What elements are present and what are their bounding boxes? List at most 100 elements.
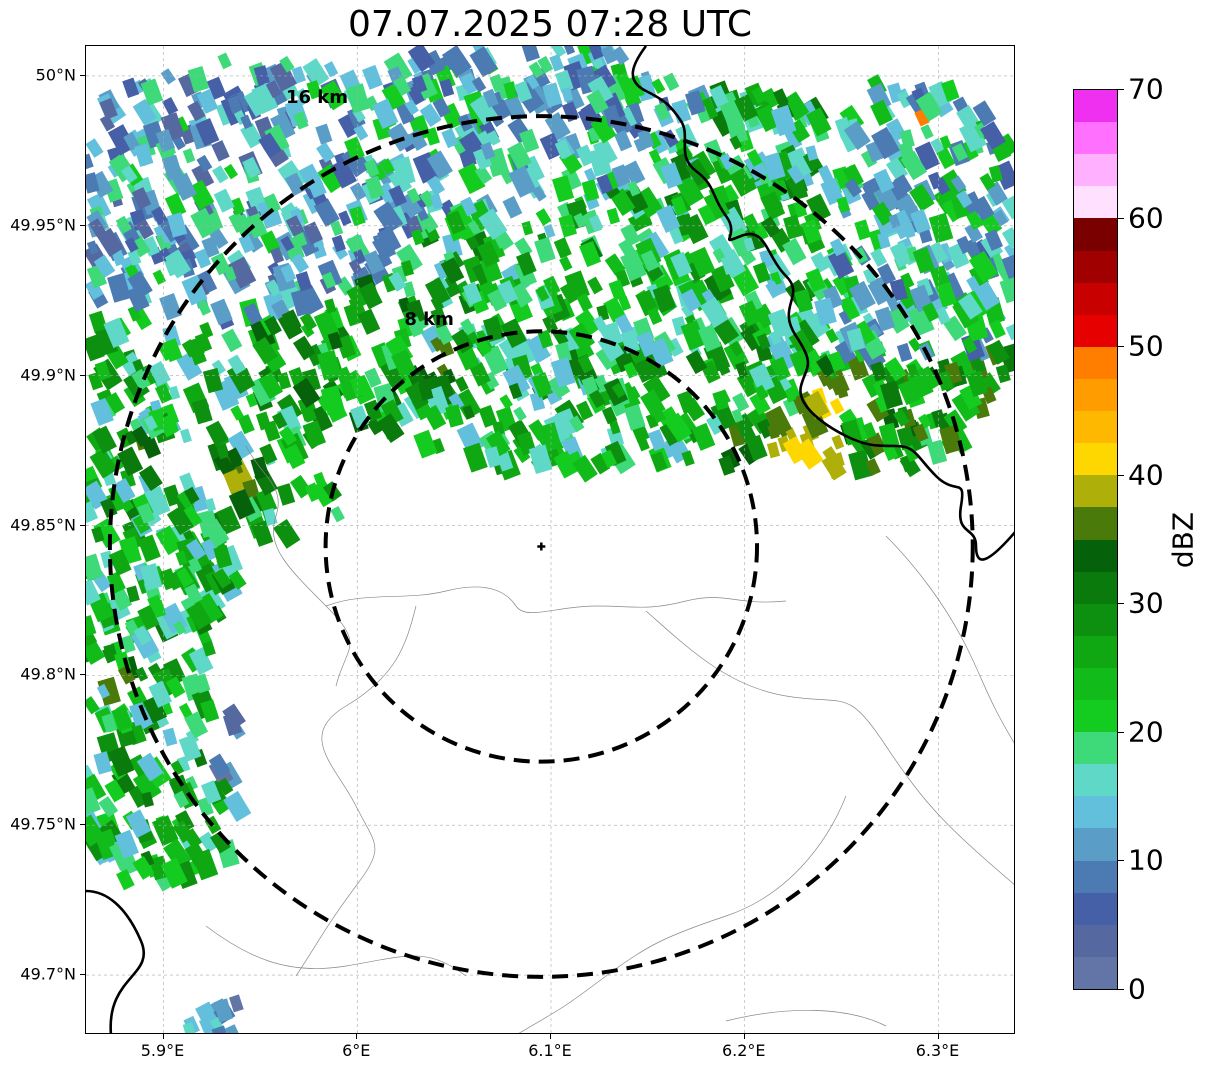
- echo-cell: [362, 64, 383, 90]
- echo-cell: [482, 345, 509, 376]
- echo-cell: [832, 274, 852, 296]
- echo-cell: [624, 186, 649, 215]
- echo-cell: [86, 240, 99, 255]
- echo-cell: [939, 135, 952, 150]
- echo-cell: [238, 234, 256, 254]
- echo-cell: [675, 175, 705, 207]
- echo-cell: [647, 307, 663, 325]
- echo-cell: [263, 193, 282, 214]
- echo-cell: [896, 426, 917, 451]
- colorbar-segment: [1074, 539, 1117, 572]
- echo-cell: [561, 166, 582, 191]
- echo-cell: [596, 173, 614, 195]
- echo-cell: [879, 380, 904, 410]
- echo-cell: [843, 120, 871, 151]
- national-border: [631, 46, 1014, 561]
- echo-cell: [842, 300, 861, 321]
- echo-cell: [959, 384, 983, 411]
- echo-cell: [804, 390, 830, 420]
- echo-cell: [387, 122, 414, 152]
- echo-cell: [502, 364, 531, 397]
- echo-cell: [469, 46, 498, 78]
- echo-cell: [587, 75, 614, 105]
- colorbar-segment: [1074, 346, 1117, 379]
- echo-cell: [987, 339, 1010, 365]
- echo-cell: [419, 103, 442, 128]
- echo-cell: [988, 319, 1006, 339]
- echo-cell: [509, 282, 533, 308]
- echo-cell: [524, 334, 551, 364]
- radar-map[interactable]: 8 km 16 km: [85, 45, 1015, 1034]
- echo-cell: [191, 398, 213, 425]
- echo-cell: [908, 337, 922, 352]
- echo-cell: [502, 195, 523, 219]
- lat-tick-label: 49.85°N: [10, 515, 76, 534]
- echo-cell: [947, 242, 970, 269]
- echo-cell: [217, 52, 232, 70]
- echo-cell: [528, 61, 545, 79]
- echo-cell: [86, 814, 106, 847]
- echo-cell: [451, 328, 474, 354]
- lon-tick: [550, 1034, 551, 1039]
- echo-cell: [249, 375, 276, 407]
- echo-cell: [463, 442, 488, 473]
- echo-cell: [305, 173, 327, 199]
- echo-cell: [782, 397, 800, 417]
- echo-cell: [262, 420, 281, 442]
- echo-cell: [188, 646, 214, 676]
- echo-cell: [710, 400, 737, 432]
- echo-cell: [603, 171, 621, 191]
- colorbar-tick: [1118, 217, 1124, 219]
- echo-cell: [590, 452, 611, 475]
- echo-cell: [825, 328, 839, 344]
- echo-cell: [227, 256, 257, 289]
- echo-cell: [216, 777, 234, 796]
- lon-tick-label: 6.3°E: [915, 1041, 960, 1060]
- echo-cell: [950, 175, 967, 193]
- echo-cell: [623, 160, 646, 186]
- colorbar-segment: [1074, 795, 1117, 829]
- echo-cell: [430, 307, 448, 329]
- echo-cell: [213, 188, 235, 213]
- echo-cell: [175, 550, 188, 566]
- echo-cell: [764, 405, 792, 437]
- echo-cell: [972, 195, 995, 221]
- echo-cell: [648, 148, 662, 164]
- echo-cell: [176, 489, 195, 510]
- echo-cell: [972, 100, 997, 127]
- echo-cell: [539, 132, 564, 160]
- echo-cell: [440, 257, 465, 285]
- echo-cell: [265, 279, 282, 297]
- echo-cell: [306, 80, 323, 100]
- colorbar-segment: [1074, 250, 1117, 283]
- echo-cell: [185, 538, 207, 561]
- range-ring: [323, 329, 760, 764]
- echo-cell: [330, 505, 345, 523]
- echo-cell: [874, 306, 896, 332]
- echo-cell: [1001, 195, 1014, 220]
- echo-cell: [172, 820, 194, 843]
- echo-cell: [205, 420, 229, 447]
- echo-cell: [601, 406, 618, 425]
- echo-cell: [185, 775, 199, 791]
- echo-cell: [406, 187, 421, 204]
- echo-cell: [487, 288, 508, 312]
- lon-tick-label: 5.9°E: [140, 1041, 185, 1060]
- echo-cell: [865, 140, 884, 163]
- echo-cell: [187, 859, 202, 876]
- echo-cell: [584, 167, 597, 183]
- echo-cell: [893, 408, 910, 427]
- echo-cell: [478, 208, 508, 241]
- echo-cell: [406, 299, 426, 324]
- echo-cell: [406, 316, 425, 338]
- echo-cell: [624, 75, 645, 100]
- echo-cell: [441, 275, 462, 298]
- echo-cell: [907, 304, 935, 337]
- echo-cell: [627, 385, 641, 401]
- echo-cell: [760, 216, 781, 238]
- echo-cell: [600, 449, 618, 469]
- echo-cell: [746, 149, 763, 167]
- echo-cell: [290, 474, 312, 499]
- echo-cell: [922, 302, 940, 323]
- echo-cell: [1001, 227, 1014, 249]
